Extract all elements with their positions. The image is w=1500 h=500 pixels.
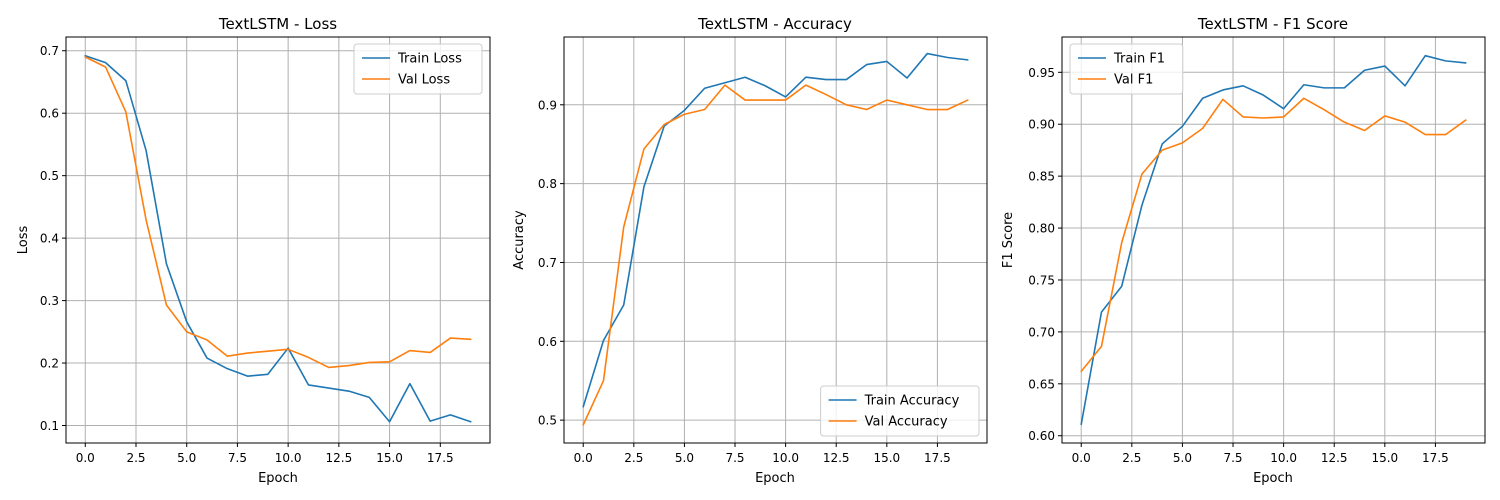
f1-plot-area: 0.0 2.5 5.0 7.5 10.0 12.5 15.0 17.5 0.60 0.65 0.70… — [1028, 36, 1486, 465]
loss-x-tick-label: 15.0 — [376, 451, 403, 465]
f1-y-tick-label: 0.70 — [1028, 325, 1055, 339]
accuracy-y-tick-label: 0.9 — [538, 98, 557, 112]
f1-x-tick-label: 15.0 — [1371, 451, 1398, 465]
accuracy-x-tick-label: 15.0 — [873, 451, 900, 465]
accuracy-x-tick-label: 0.0 — [574, 451, 593, 465]
accuracy-y-tick-label: 0.8 — [538, 177, 557, 191]
loss-x-tick-label: 7.5 — [228, 451, 247, 465]
val-accuracy-series-line — [582, 84, 969, 426]
loss-y-tick-label: 0.7 — [40, 44, 59, 58]
loss-chart-title: TextLSTM - Loss — [218, 15, 337, 33]
loss-x-tick-label: 10.0 — [275, 451, 302, 465]
accuracy-legend-box — [820, 385, 980, 437]
accuracy-y-tick-label: 0.5 — [538, 414, 557, 428]
loss-y-tick-label: 0.6 — [40, 107, 59, 121]
loss-x-tick-label: 5.0 — [177, 451, 196, 465]
accuracy-x-tick-label: 2.5 — [624, 451, 643, 465]
f1-x-tick-label: 17.5 — [1422, 451, 1449, 465]
f1-y-tick-label: 0.80 — [1028, 222, 1055, 236]
train-f1-series-line — [1080, 54, 1467, 426]
loss-x-tick-label: 0.0 — [76, 451, 95, 465]
f1-y-tick-label: 0.85 — [1028, 170, 1055, 184]
loss-legend: Train Loss Val Loss — [353, 43, 483, 95]
accuracy-x-axis-label: Epoch — [755, 471, 795, 486]
loss-y-tick-label: 0.2 — [40, 357, 59, 371]
loss-chart-panel: TextLSTM - Loss Epoch Loss 0.0 2.5 5.0 7.5 1… — [16, 15, 491, 486]
accuracy-legend: Train Accuracy Val Accuracy — [820, 385, 980, 437]
f1-x-tick-label: 2.5 — [1122, 451, 1141, 465]
f1-y-axis-label: F1 Score — [1001, 212, 1016, 268]
accuracy-x-tick-label: 10.0 — [772, 451, 799, 465]
loss-x-axis-label: Epoch — [258, 471, 298, 486]
val-f1-legend-label: Val F1 — [1114, 73, 1153, 88]
f1-legend: Train F1 Val F1 — [1069, 43, 1184, 95]
loss-y-tick-label: 0.4 — [40, 232, 59, 246]
loss-y-tick-label: 0.1 — [40, 419, 59, 433]
train-accuracy-legend-label: Train Accuracy — [864, 394, 960, 409]
train-loss-legend-label: Train Loss — [397, 52, 462, 67]
accuracy-chart-panel: TextLSTM - Accuracy Epoch Accuracy 0.0 2.… — [512, 15, 988, 486]
accuracy-x-tick-label: 12.5 — [823, 451, 850, 465]
f1-y-tick-label: 0.65 — [1028, 377, 1055, 391]
loss-x-tick-label: 17.5 — [427, 451, 454, 465]
accuracy-x-tick-label: 5.0 — [675, 451, 694, 465]
accuracy-axes-frame — [563, 36, 988, 444]
accuracy-x-tick-label: 17.5 — [924, 451, 951, 465]
loss-y-axis-label: Loss — [16, 226, 31, 255]
f1-y-tick-label: 0.95 — [1028, 66, 1055, 80]
loss-legend-box — [353, 43, 483, 95]
accuracy-y-tick-label: 0.7 — [538, 256, 557, 270]
f1-x-tick-label: 5.0 — [1173, 451, 1192, 465]
val-loss-series-line — [84, 56, 472, 369]
accuracy-chart-title: TextLSTM - Accuracy — [697, 15, 852, 33]
f1-legend-box — [1069, 43, 1184, 95]
accuracy-y-axis-label: Accuracy — [512, 210, 527, 270]
train-accuracy-series-line — [582, 52, 969, 408]
f1-x-tick-label: 12.5 — [1321, 451, 1348, 465]
f1-chart-panel: TextLSTM - F1 Score Epoch F1 Score 0.0 2.… — [1001, 15, 1486, 486]
accuracy-plot-area: 0.0 2.5 5.0 7.5 10.0 12.5 15.0 17.5 0.5 0.6 0.7 0.8… — [538, 36, 988, 465]
f1-x-tick-label: 0.0 — [1072, 451, 1091, 465]
val-accuracy-legend-label: Val Accuracy — [865, 415, 948, 430]
f1-y-tick-label: 0.75 — [1028, 273, 1055, 287]
f1-axes-frame — [1061, 36, 1486, 444]
f1-y-tick-label: 0.90 — [1028, 118, 1055, 132]
loss-x-tick-label: 2.5 — [126, 451, 145, 465]
loss-x-tick-label: 12.5 — [326, 451, 353, 465]
val-loss-legend-label: Val Loss — [398, 73, 450, 88]
f1-y-tick-label: 0.60 — [1028, 429, 1055, 443]
val-f1-series-line — [1080, 97, 1467, 373]
f1-x-axis-label: Epoch — [1253, 471, 1293, 486]
f1-x-tick-label: 7.5 — [1223, 451, 1242, 465]
accuracy-x-tick-label: 7.5 — [725, 451, 744, 465]
train-loss-series-line — [84, 54, 472, 423]
f1-x-tick-label: 10.0 — [1270, 451, 1297, 465]
loss-plot-area: 0.0 2.5 5.0 7.5 10.0 12.5 15.0 17.5 0.1 0.2 0.3 0.4… — [40, 36, 491, 465]
loss-axes-frame — [65, 36, 491, 444]
loss-y-tick-label: 0.5 — [40, 169, 59, 183]
accuracy-y-tick-label: 0.6 — [538, 335, 557, 349]
train-f1-legend-label: Train F1 — [1113, 52, 1165, 67]
f1-chart-title: TextLSTM - F1 Score — [1197, 15, 1348, 33]
loss-y-tick-label: 0.3 — [40, 294, 59, 308]
